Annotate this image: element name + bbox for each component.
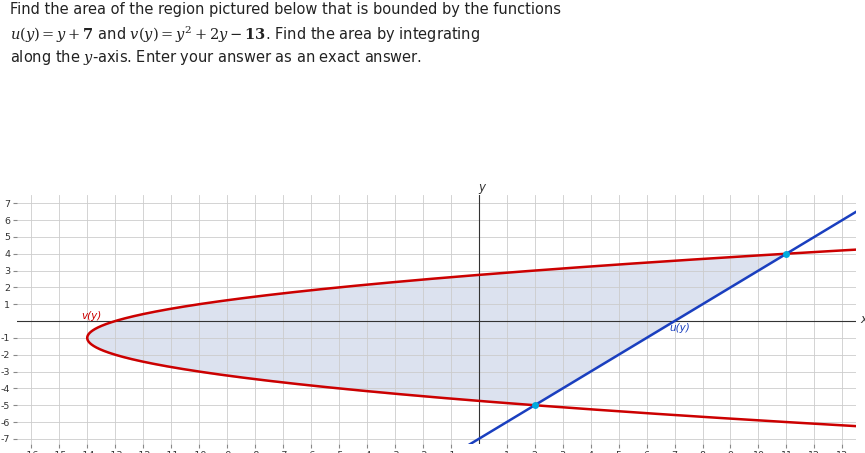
- Text: Find the area of the region pictured below that is bounded by the functions: Find the area of the region pictured bel…: [10, 2, 561, 17]
- Text: v(y): v(y): [81, 310, 102, 321]
- Text: y: y: [478, 182, 485, 194]
- Text: $\mathit{u}(\mathit{y}) = \mathit{y} + \mathbf{7}$ and $\mathit{v}(\mathit{y}) =: $\mathit{u}(\mathit{y}) = \mathit{y} + \…: [10, 25, 480, 45]
- Text: x: x: [861, 313, 865, 326]
- Text: u(y): u(y): [669, 323, 689, 333]
- Text: along the $\mathit{y}$-axis. Enter your answer as an exact answer.: along the $\mathit{y}$-axis. Enter your …: [10, 48, 422, 67]
